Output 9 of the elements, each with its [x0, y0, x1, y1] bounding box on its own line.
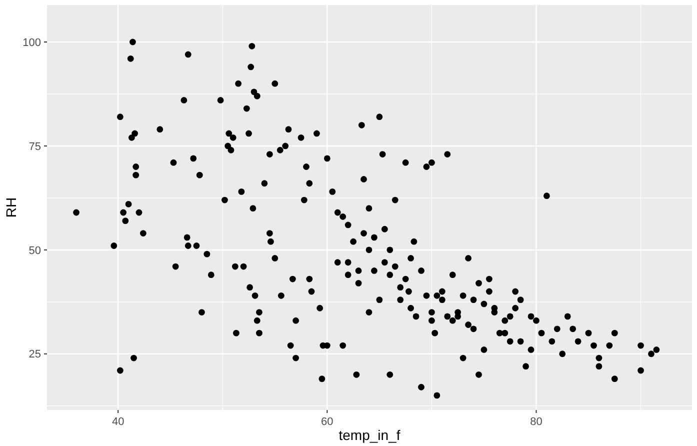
y-tick-label: 75 — [28, 140, 41, 153]
y-tick-label: 100 — [22, 36, 41, 49]
x-tick-label: 40 — [112, 416, 124, 428]
x-axis-title: temp_in_f — [338, 427, 400, 443]
y-axis-title: RH — [3, 197, 19, 218]
x-tick-label: 80 — [530, 416, 542, 428]
x-tick-label: 60 — [321, 416, 334, 428]
y-tick-label: 25 — [28, 348, 41, 361]
y-tick-label: 50 — [28, 244, 41, 257]
